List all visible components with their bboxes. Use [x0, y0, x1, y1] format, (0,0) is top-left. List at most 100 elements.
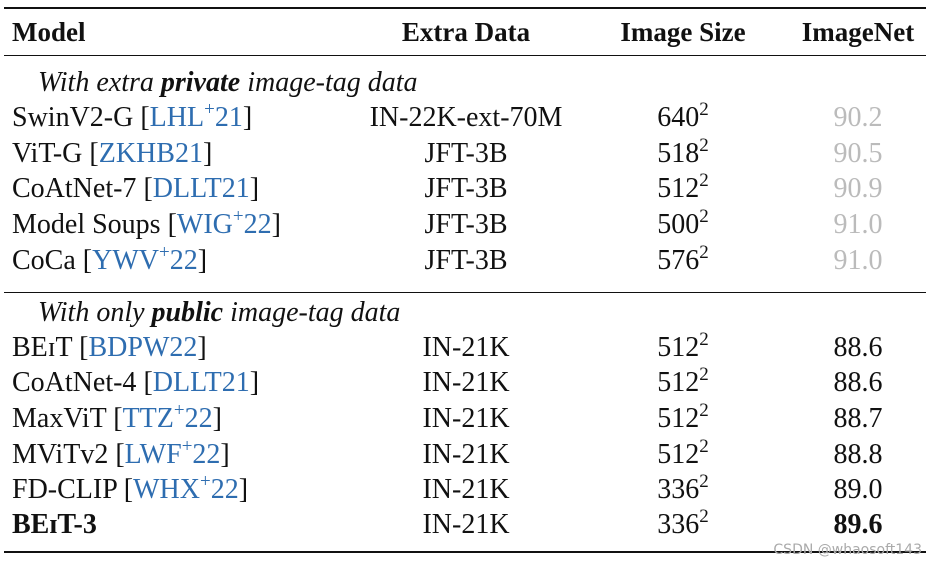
cite-year: 22: [169, 245, 198, 276]
header-text: Model: [12, 17, 86, 47]
cite-bracket: [: [82, 245, 93, 276]
cite-key: WHX: [133, 474, 200, 505]
section-title-emph: public: [151, 297, 224, 328]
extra-data-cell: JFT-3B: [424, 209, 507, 241]
extra-data: IN-21K: [422, 509, 510, 540]
image-size-cell: 5182: [657, 135, 709, 170]
column-header: Image Size: [620, 16, 745, 48]
model-cell: BEɪT-3: [12, 509, 97, 541]
image-size-cell: 3362: [657, 472, 709, 506]
image-size: 500: [657, 209, 700, 240]
cite-bracket: ]: [242, 102, 253, 133]
imagenet-cell: 91.0: [834, 209, 883, 241]
image-size-exp: 2: [699, 506, 709, 527]
imagenet-acc: 89.6: [833, 509, 883, 540]
model-cell: Model Soups [WIG+22]: [12, 207, 281, 241]
cite-year: 22: [210, 474, 239, 505]
cite-key: DLLT21: [152, 367, 250, 398]
image-size-exp: 2: [699, 242, 709, 263]
model-cell: MaxViT [TTZ+22]: [12, 400, 222, 435]
imagenet-cell: 88.7: [834, 403, 883, 435]
cite-year: 22: [243, 209, 272, 240]
extra-data-cell: IN-21K: [422, 474, 509, 506]
cite-key: LWF: [124, 439, 182, 470]
extra-data: IN-21K: [422, 439, 510, 470]
cite-bracket: ]: [220, 439, 230, 470]
image-size-exp: 2: [699, 329, 709, 350]
column-header: ImageNet: [802, 16, 914, 48]
imagenet-acc: 88.6: [833, 332, 883, 363]
cite-bracket: ]: [249, 173, 260, 204]
imagenet-cell: 91.0: [834, 245, 883, 277]
citation: WHX+22: [133, 472, 239, 505]
model-cell: SwinV2-G [LHL+21]: [12, 100, 253, 134]
cite-key: DLLT21: [152, 173, 250, 204]
cite-year: 22: [184, 403, 213, 434]
image-size-cell: 5122: [657, 171, 709, 205]
image-size-exp: 2: [699, 206, 709, 227]
top-rule: [4, 7, 926, 9]
imagenet-cell: 90.5: [834, 138, 883, 170]
model-name: BEɪT-3: [12, 509, 97, 540]
model-cell: CoCa [YWV+22]: [12, 242, 208, 277]
citation: DLLT21: [153, 367, 250, 398]
section-title-text: image-tag data: [240, 67, 418, 98]
extra-data: IN-21K: [422, 403, 510, 434]
image-size: 512: [657, 367, 700, 398]
image-size-cell: 5762: [657, 242, 709, 277]
citation: WIG+22: [176, 207, 272, 240]
imagenet-acc: 90.9: [833, 173, 883, 204]
image-size-exp: 2: [699, 99, 709, 120]
extra-data: JFT-3B: [424, 245, 508, 276]
cite-bracket: ]: [249, 367, 260, 398]
extra-data: IN-21K: [422, 332, 510, 363]
model-name: MViTv2: [12, 439, 109, 470]
model-name: FD-CLIP: [12, 474, 117, 505]
section-rule: [4, 292, 926, 293]
model-cell: FD-CLIP [WHX+22]: [12, 472, 249, 506]
section-title: With only public image-tag data: [38, 297, 400, 329]
model-name: ViT-G: [12, 138, 83, 169]
image-size: 576: [657, 245, 700, 276]
cite-bracket: ]: [238, 474, 249, 505]
model-name: Model Soups: [12, 209, 161, 240]
image-size-cell: 5122: [657, 365, 709, 399]
imagenet-cell: 90.2: [834, 102, 883, 134]
extra-data-cell: IN-22K-ext-70M: [370, 102, 563, 134]
cite-key: LHL: [149, 102, 205, 133]
model-cell: ViT-G [ZKHB21]: [12, 138, 212, 170]
citation: ZKHB21: [99, 138, 203, 169]
cite-bracket: ]: [197, 245, 208, 276]
column-header: Extra Data: [402, 16, 530, 48]
image-size: 640: [657, 102, 700, 133]
column-header: Model: [12, 16, 86, 48]
cite-sup: +: [173, 400, 185, 421]
imagenet-acc: 89.0: [833, 474, 883, 505]
imagenet-acc: 91.0: [833, 245, 883, 276]
imagenet-acc: 88.6: [833, 367, 883, 398]
cite-bracket: ]: [202, 138, 213, 169]
cite-bracket: [: [89, 138, 99, 169]
cite-key: ZKHB21: [98, 138, 203, 169]
image-size: 512: [657, 173, 700, 204]
extra-data-cell: IN-21K: [422, 403, 509, 435]
citation: TTZ+22: [123, 400, 213, 434]
cite-key: WIG: [176, 209, 233, 240]
imagenet-acc: 88.7: [833, 403, 883, 434]
cite-bracket: [: [115, 439, 125, 470]
section-title-text: image-tag data: [223, 297, 401, 328]
citation: DLLT21: [153, 173, 250, 204]
cite-sup: +: [158, 242, 170, 263]
cite-year: 21: [214, 102, 243, 133]
extra-data: IN-21K: [422, 367, 510, 398]
extra-data: JFT-3B: [424, 138, 508, 169]
citation: BDPW22: [88, 332, 197, 363]
image-size-cell: 3362: [657, 506, 709, 541]
extra-data-cell: IN-21K: [422, 509, 509, 541]
image-size-exp: 2: [699, 135, 709, 156]
citation: LWF+22: [124, 436, 221, 470]
cite-sup: +: [181, 436, 193, 457]
model-name: MaxViT: [12, 403, 107, 434]
extra-data-cell: IN-21K: [422, 439, 509, 471]
